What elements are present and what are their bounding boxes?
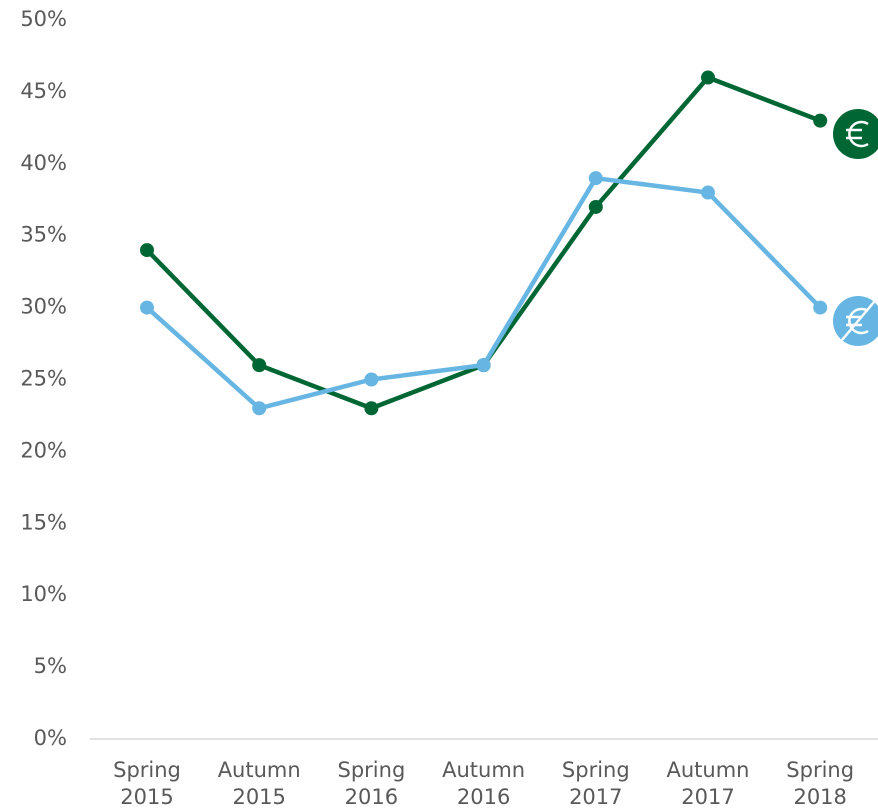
x-tick-label: Spring 2016	[337, 758, 406, 809]
y-tick-label: 35%	[20, 223, 67, 247]
y-tick-label: 30%	[20, 295, 67, 319]
y-tick-label: 0%	[34, 726, 67, 750]
y-tick-label: 45%	[20, 79, 67, 103]
data-point	[813, 300, 828, 315]
y-tick-label: 15%	[20, 510, 67, 534]
data-point	[140, 243, 154, 258]
data-point	[701, 185, 715, 200]
x-tick-label: Autumn 2015	[217, 758, 301, 809]
x-tick-label: Spring 2015	[113, 758, 181, 809]
data-point	[252, 358, 267, 373]
data-point	[813, 113, 828, 128]
data-point	[476, 358, 491, 373]
data-point	[364, 372, 379, 387]
y-tick-label: 20%	[20, 438, 67, 462]
y-tick-label: 10%	[20, 582, 67, 606]
x-tick-label: Spring 2017	[561, 758, 630, 809]
y-tick-label: 5%	[34, 654, 67, 678]
x-tick-label: Spring 2018	[786, 758, 855, 809]
x-tick-label: Autumn 2016	[442, 758, 526, 809]
legend-icon-euro-crossed	[833, 296, 878, 346]
data-point	[701, 70, 715, 85]
x-tick-label: Autumn 2017	[666, 758, 750, 809]
legend-icon-euro	[833, 109, 878, 159]
data-point	[588, 171, 603, 186]
data-point	[364, 401, 379, 416]
data-point	[588, 199, 603, 214]
y-tick-label: 25%	[20, 367, 67, 391]
y-tick-label: 40%	[20, 151, 67, 175]
series-line	[145, 175, 822, 411]
data-point	[140, 300, 154, 315]
data-point	[252, 401, 267, 416]
y-tick-label: 50%	[20, 7, 67, 31]
